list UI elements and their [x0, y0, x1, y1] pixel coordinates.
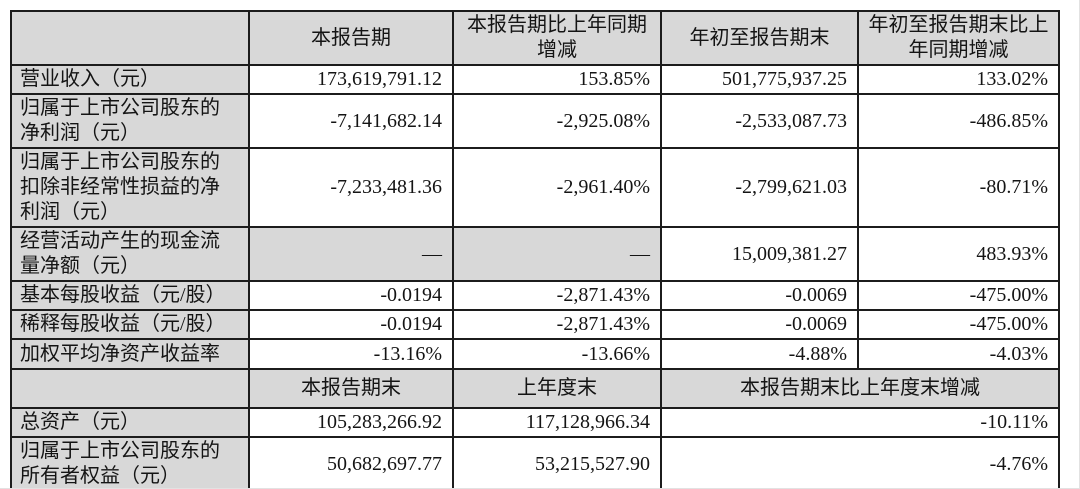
row-label: 加权平均净资产收益率	[10, 338, 250, 370]
header-empty-cell	[10, 368, 250, 409]
cell-period-value: -7,141,682.14	[248, 93, 454, 149]
cell-ytd-yoy-value: -475.00%	[857, 309, 1060, 340]
cell-ytd-yoy-value: -4.03%	[857, 338, 1060, 370]
cell-prev-year-end-value: 53,215,527.90	[452, 436, 662, 488]
cell-period-yoy-value: -2,961.40%	[452, 147, 662, 228]
row-label: 归属于上市公司股东的 所有者权益（元）	[10, 436, 250, 488]
header-ytd: 年初至报告期末	[660, 10, 859, 66]
cell-ytd-value: 501,775,937.25	[660, 64, 859, 95]
table-row-shareholders-equity: 归属于上市公司股东的 所有者权益（元） 50,682,697.77 53,215…	[10, 436, 1060, 488]
header-ytd-yoy-change: 年初至报告期末比上 年同期增减	[857, 10, 1060, 66]
cell-ytd-value: -0.0069	[660, 309, 859, 340]
header-empty-cell	[10, 10, 250, 66]
cell-prev-year-end-value: 117,128,966.34	[452, 407, 662, 438]
cell-period-yoy-value: -2,871.43%	[452, 280, 662, 311]
header-row-balance: 本报告期末 上年度末 本报告期末比上年度末增减	[10, 368, 1060, 409]
table-row-weighted-avg-roe: 加权平均净资产收益率 -13.16% -13.66% -4.88% -4.03%	[10, 338, 1060, 370]
row-label: 基本每股收益（元/股）	[10, 280, 250, 311]
cell-period-value-na: —	[248, 226, 454, 282]
table-row-net-profit: 归属于上市公司股东的 净利润（元） -7,141,682.14 -2,925.0…	[10, 93, 1060, 149]
cell-ytd-value: -4.88%	[660, 338, 859, 370]
header-period-yoy-change: 本报告期比上年同期 增减	[452, 10, 662, 66]
cell-period-value: 173,619,791.12	[248, 64, 454, 95]
cell-ytd-yoy-value: 483.93%	[857, 226, 1060, 282]
cell-change-value: -4.76%	[660, 436, 1060, 488]
cell-ytd-yoy-value: -486.85%	[857, 93, 1060, 149]
cell-period-yoy-value: -13.66%	[452, 338, 662, 370]
row-label: 归属于上市公司股东的 扣除非经常性损益的净 利润（元）	[10, 147, 250, 228]
cell-period-end-value: 105,283,266.92	[248, 407, 454, 438]
cell-ytd-yoy-value: -80.71%	[857, 147, 1060, 228]
cell-ytd-value: -2,799,621.03	[660, 147, 859, 228]
row-label: 经营活动产生的现金流 量净额（元）	[10, 226, 250, 282]
cell-period-yoy-value: 153.85%	[452, 64, 662, 95]
header-period-end-change: 本报告期末比上年度末增减	[660, 368, 1060, 409]
cell-ytd-yoy-value: -475.00%	[857, 280, 1060, 311]
cell-period-value: -13.16%	[248, 338, 454, 370]
cell-period-value: -0.0194	[248, 280, 454, 311]
row-label: 营业收入（元）	[10, 64, 250, 95]
cell-period-yoy-value-na: —	[452, 226, 662, 282]
header-prev-year-end: 上年度末	[452, 368, 662, 409]
header-row-period: 本报告期 本报告期比上年同期 增减 年初至报告期末 年初至报告期末比上 年同期增…	[10, 10, 1060, 66]
cell-change-value: -10.11%	[660, 407, 1060, 438]
table-row-net-profit-excl-nonrecurring: 归属于上市公司股东的 扣除非经常性损益的净 利润（元） -7,233,481.3…	[10, 147, 1060, 228]
cell-period-value: -0.0194	[248, 309, 454, 340]
cell-ytd-yoy-value: 133.02%	[857, 64, 1060, 95]
cell-ytd-value: -2,533,087.73	[660, 93, 859, 149]
cell-period-value: -7,233,481.36	[248, 147, 454, 228]
table-row-operating-cash-flow: 经营活动产生的现金流 量净额（元） — — 15,009,381.27 483.…	[10, 226, 1060, 282]
table-row-revenue: 营业收入（元） 173,619,791.12 153.85% 501,775,9…	[10, 64, 1060, 95]
row-label: 归属于上市公司股东的 净利润（元）	[10, 93, 250, 149]
cell-ytd-value: -0.0069	[660, 280, 859, 311]
table-row-basic-eps: 基本每股收益（元/股） -0.0194 -2,871.43% -0.0069 -…	[10, 280, 1060, 311]
cell-ytd-value: 15,009,381.27	[660, 226, 859, 282]
table-row-diluted-eps: 稀释每股收益（元/股） -0.0194 -2,871.43% -0.0069 -…	[10, 309, 1060, 340]
header-period-end: 本报告期末	[248, 368, 454, 409]
header-current-period: 本报告期	[248, 10, 454, 66]
financial-summary-table: 本报告期 本报告期比上年同期 增减 年初至报告期末 年初至报告期末比上 年同期增…	[10, 10, 1060, 488]
row-label: 稀释每股收益（元/股）	[10, 309, 250, 340]
cell-period-yoy-value: -2,925.08%	[452, 93, 662, 149]
table-row-total-assets: 总资产（元） 105,283,266.92 117,128,966.34 -10…	[10, 407, 1060, 438]
row-label: 总资产（元）	[10, 407, 250, 438]
cell-period-yoy-value: -2,871.43%	[452, 309, 662, 340]
cell-period-end-value: 50,682,697.77	[248, 436, 454, 488]
